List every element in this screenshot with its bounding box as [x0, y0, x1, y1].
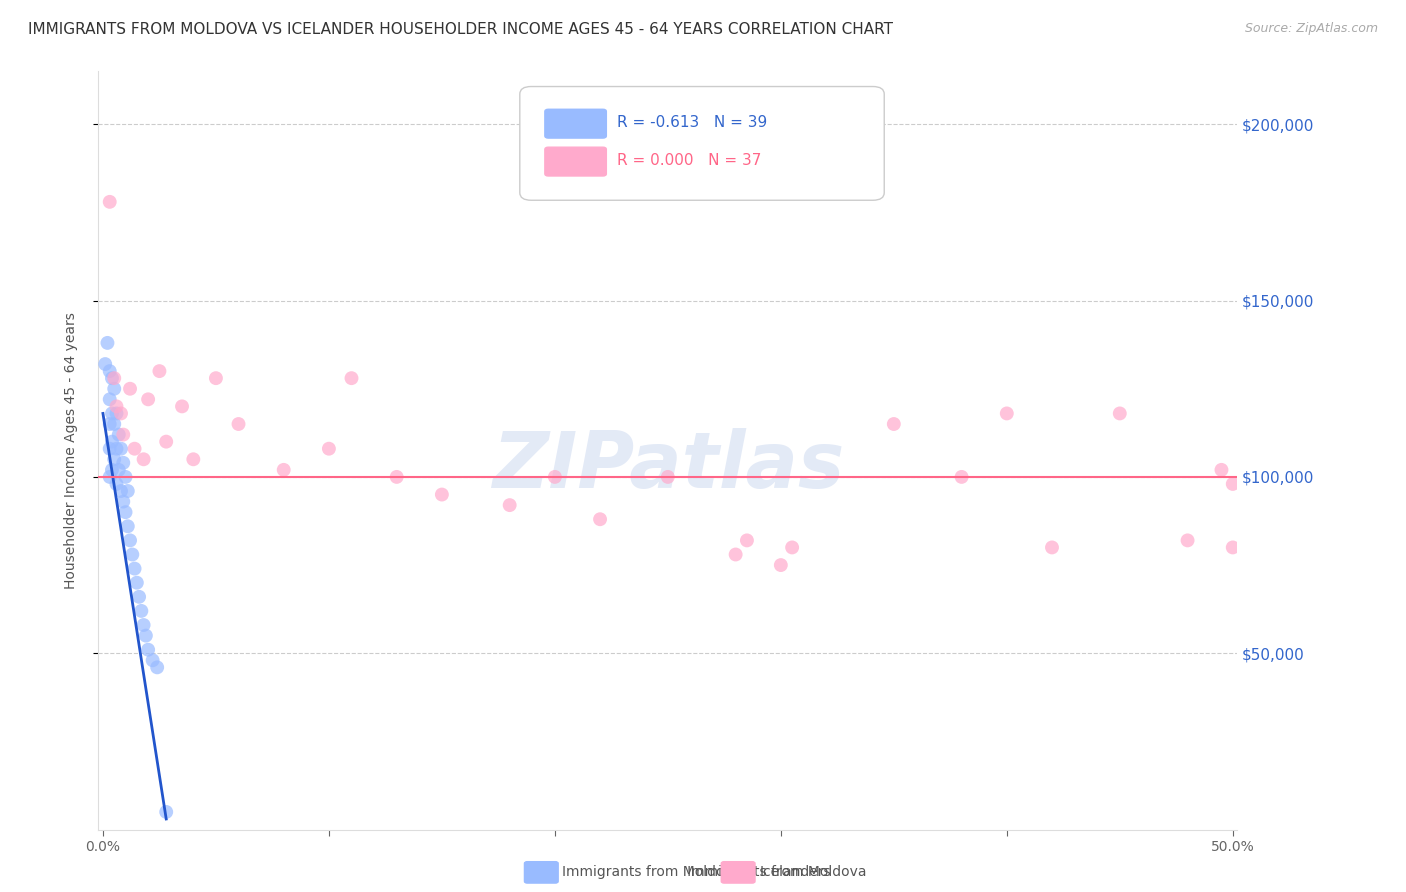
Point — [228, 417, 250, 431]
Point — [183, 452, 205, 467]
FancyBboxPatch shape — [546, 110, 606, 138]
Point — [98, 470, 121, 484]
Point — [101, 371, 124, 385]
Point — [1040, 541, 1063, 555]
Point — [112, 456, 135, 470]
Point — [98, 364, 121, 378]
Point — [883, 417, 905, 431]
Point — [112, 427, 135, 442]
Point — [121, 548, 143, 562]
Point — [735, 533, 758, 548]
Text: R = -0.613   N = 39: R = -0.613 N = 39 — [617, 115, 766, 130]
Point — [170, 400, 193, 414]
Point — [103, 417, 125, 431]
Y-axis label: Householder Income Ages 45 - 64 years: Householder Income Ages 45 - 64 years — [63, 312, 77, 589]
Point — [98, 417, 121, 431]
Point — [107, 427, 129, 442]
Point — [124, 442, 146, 456]
Point — [94, 357, 117, 371]
Point — [132, 618, 155, 632]
Point — [1177, 533, 1199, 548]
Point — [112, 494, 135, 508]
Point — [136, 642, 159, 657]
Point — [136, 392, 159, 407]
Text: Icelanders: Icelanders — [759, 865, 831, 880]
Point — [101, 434, 124, 449]
Point — [132, 452, 155, 467]
Point — [98, 392, 121, 407]
Point — [98, 194, 121, 209]
Point — [155, 805, 177, 819]
Point — [105, 442, 128, 456]
Point — [117, 519, 139, 533]
Point — [103, 371, 125, 385]
Point — [499, 498, 522, 512]
Point — [96, 335, 118, 350]
Point — [114, 505, 136, 519]
Point — [724, 548, 747, 562]
FancyBboxPatch shape — [520, 87, 884, 201]
Text: ZIPatlas: ZIPatlas — [492, 427, 844, 504]
Point — [107, 463, 129, 477]
Point — [1222, 477, 1244, 491]
Point — [120, 382, 141, 396]
Text: Immigrants from Moldova: Immigrants from Moldova — [562, 865, 742, 880]
Point — [131, 604, 153, 618]
Point — [657, 470, 679, 484]
Point — [117, 483, 139, 498]
Point — [1211, 463, 1233, 477]
Point — [589, 512, 612, 526]
Point — [124, 561, 146, 575]
Point — [950, 470, 973, 484]
Point — [385, 470, 408, 484]
Point — [148, 364, 170, 378]
Point — [142, 653, 165, 667]
Point — [135, 629, 157, 643]
Point — [114, 470, 136, 484]
Point — [146, 660, 169, 674]
Point — [769, 558, 792, 572]
Point — [430, 487, 453, 501]
Text: Source: ZipAtlas.com: Source: ZipAtlas.com — [1244, 22, 1378, 36]
Point — [995, 406, 1018, 420]
Point — [340, 371, 363, 385]
Point — [205, 371, 228, 385]
Point — [105, 477, 128, 491]
FancyBboxPatch shape — [546, 147, 606, 176]
Point — [103, 452, 125, 467]
Point — [1108, 406, 1130, 420]
Point — [125, 575, 148, 590]
Point — [110, 483, 132, 498]
Point — [780, 541, 803, 555]
Point — [1222, 541, 1244, 555]
Text: IMMIGRANTS FROM MOLDOVA VS ICELANDER HOUSEHOLDER INCOME AGES 45 - 64 YEARS CORRE: IMMIGRANTS FROM MOLDOVA VS ICELANDER HOU… — [28, 22, 893, 37]
Point — [120, 533, 141, 548]
Text: R = 0.000   N = 37: R = 0.000 N = 37 — [617, 153, 761, 169]
Point — [110, 406, 132, 420]
Point — [101, 406, 124, 420]
Point — [103, 382, 125, 396]
Point — [128, 590, 150, 604]
Point — [98, 442, 121, 456]
Point — [105, 406, 128, 420]
Point — [318, 442, 340, 456]
Point — [155, 434, 177, 449]
Text: Immigrants from Moldova: Immigrants from Moldova — [534, 865, 866, 880]
Point — [101, 463, 124, 477]
Point — [544, 470, 567, 484]
Point — [105, 400, 128, 414]
Point — [273, 463, 295, 477]
Point — [110, 442, 132, 456]
